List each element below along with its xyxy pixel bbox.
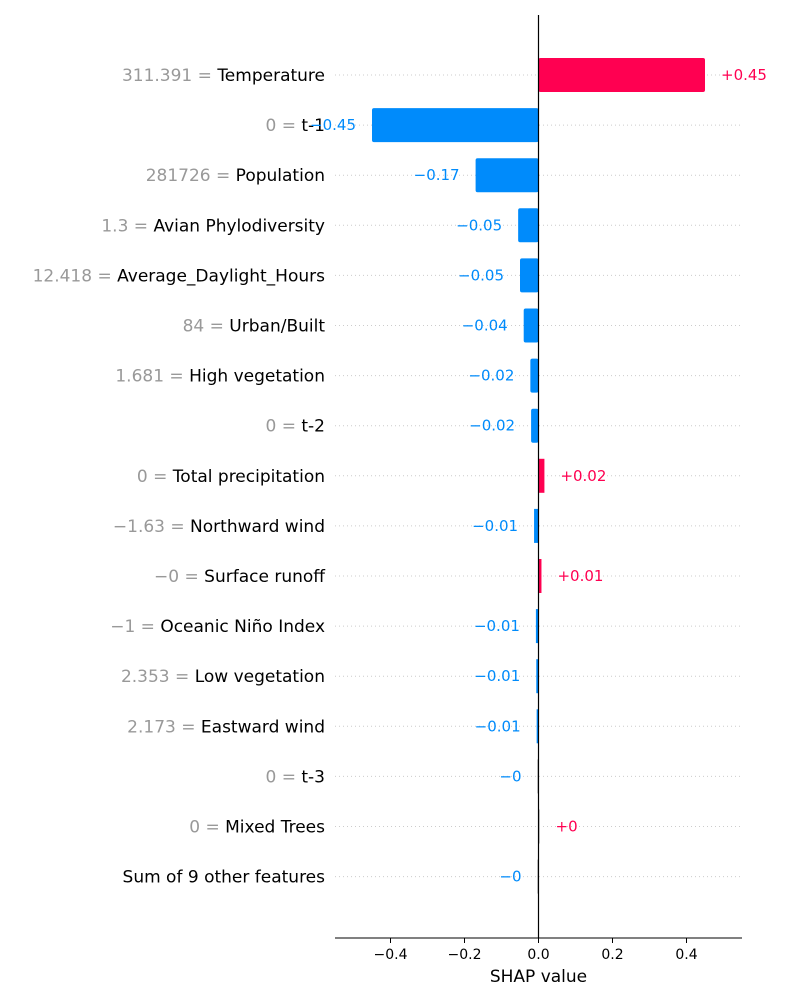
feature-name: Population: [236, 166, 325, 186]
feature-value: 84 =: [183, 317, 230, 337]
value-label: −0: [499, 868, 521, 886]
x-tick-label: −0.2: [448, 947, 482, 963]
feature-label: 311.391 = Temperature: [122, 66, 325, 86]
feature-label: 281726 = Population: [146, 166, 325, 186]
value-label: +0.45: [721, 66, 767, 84]
feature-label: 2.173 = Eastward wind: [127, 717, 325, 737]
value-label: +0.02: [560, 467, 606, 485]
x-axis: −0.4 −0.2 0.0 0.2 0.4: [335, 937, 742, 963]
feature-name: t-2: [301, 417, 325, 437]
feature-value: 281726 =: [146, 166, 236, 186]
feature-label: −1.63 = Northward wind: [113, 517, 325, 537]
feature-name: t-1: [301, 116, 325, 136]
feature-name: Avian Phylodiversity: [153, 216, 325, 236]
feature-name: Urban/Built: [229, 317, 325, 337]
bar: [518, 208, 539, 243]
bar: [520, 258, 539, 293]
value-label: −0.02: [468, 367, 514, 385]
feature-value: 2.173 =: [127, 717, 201, 737]
value-label: −0.45: [310, 116, 356, 134]
value-label: +0: [556, 818, 578, 836]
value-label: −0.05: [456, 216, 502, 234]
feature-name: Sum of 9 other features: [123, 868, 326, 888]
bar: [538, 559, 542, 593]
feature-label: 12.418 = Average_Daylight_Hours: [33, 266, 326, 286]
x-tick-label: 0.4: [675, 947, 697, 963]
feature-value: 1.3 =: [101, 216, 153, 236]
feature-label: 0 = t-2: [266, 417, 326, 437]
feature-label: 0 = t-3: [266, 767, 326, 787]
value-label: −0.01: [474, 667, 520, 685]
value-label: −0.17: [414, 166, 460, 184]
feature-name: Temperature: [216, 66, 325, 86]
bar: [531, 408, 539, 443]
feature-value: 0 =: [266, 767, 302, 787]
feature-name: High vegetation: [189, 367, 325, 387]
feature-name: Low vegetation: [195, 667, 325, 687]
x-tick-label: 0.0: [527, 947, 549, 963]
feature-value: 0 =: [137, 467, 173, 487]
x-tick-label: 0.2: [601, 947, 623, 963]
feature-label: 0 = Mixed Trees: [189, 818, 325, 838]
value-label: −0.01: [475, 717, 521, 735]
feature-label: 0 = t-1: [266, 116, 326, 136]
value-label: −0.01: [474, 617, 520, 635]
feature-name: Mixed Trees: [225, 818, 325, 838]
feature-value: 311.391 =: [122, 66, 217, 86]
feature-value: 0 =: [189, 818, 225, 838]
value-labels: +0.45 −0.45 −0.17 −0.05 −0.05 −0.04 −0.02 −0.02…: [310, 66, 767, 886]
bar: [475, 158, 539, 193]
bar-other-features: [537, 859, 539, 894]
feature-value: 12.418 =: [33, 266, 118, 286]
feature-label: 2.353 = Low vegetation: [121, 667, 325, 687]
feature-name: Total precipitation: [172, 467, 325, 487]
feature-label: 84 = Urban/Built: [183, 317, 326, 337]
bar: [537, 759, 539, 794]
feature-name: t-3: [301, 767, 325, 787]
feature-label: −0 = Surface runoff: [154, 567, 326, 587]
value-label: −0.02: [469, 417, 515, 435]
feature-label: 1.681 = High vegetation: [115, 367, 325, 387]
value-label: −0.01: [472, 517, 518, 535]
feature-name: Northward wind: [190, 517, 325, 537]
feature-label: −1 = Oceanic Niño Index: [110, 617, 325, 637]
bar: [535, 609, 539, 644]
feature-label: 0 = Total precipitation: [137, 467, 325, 487]
bar: [372, 108, 539, 143]
value-label: −0: [499, 767, 521, 785]
feature-label: 1.3 = Avian Phylodiversity: [101, 216, 325, 236]
bar: [534, 508, 539, 543]
feature-name: Eastward wind: [201, 717, 325, 737]
feature-value: 1.681 =: [115, 367, 189, 387]
bar: [523, 308, 539, 343]
bar: [536, 709, 539, 744]
bar: [538, 458, 545, 493]
bar: [538, 809, 540, 844]
feature-label-other: Sum of 9 other features: [123, 868, 326, 888]
feature-value: 2.353 =: [121, 667, 195, 687]
bar: [530, 358, 539, 393]
feature-value: 0 =: [266, 417, 302, 437]
bar: [536, 659, 539, 694]
feature-value: −1 =: [110, 617, 160, 637]
feature-name: Oceanic Niño Index: [160, 617, 325, 637]
value-label: −0.05: [458, 266, 504, 284]
x-tick-label: −0.4: [374, 947, 408, 963]
feature-value: −1.63 =: [113, 517, 190, 537]
value-label: −0.04: [462, 317, 508, 335]
feature-value: 0 =: [266, 116, 302, 136]
bars: [372, 58, 705, 894]
feature-name: Surface runoff: [204, 567, 326, 587]
value-label: +0.01: [557, 567, 603, 585]
feature-value: −0 =: [154, 567, 204, 587]
x-axis-title: SHAP value: [490, 967, 587, 987]
feature-name: Average_Daylight_Hours: [117, 266, 325, 286]
feature-labels: 311.391 = Temperature 0 = t-1 281726 = Pop…: [33, 66, 327, 888]
bar: [538, 58, 705, 92]
